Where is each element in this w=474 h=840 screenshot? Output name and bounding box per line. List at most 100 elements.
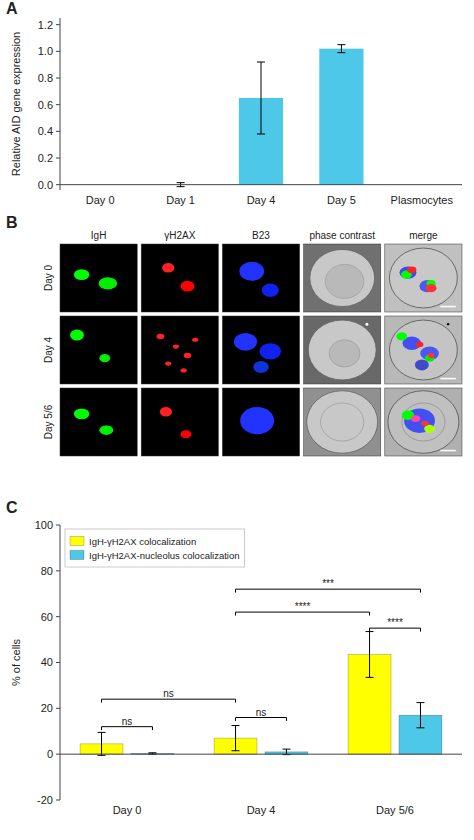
fluorescent-spot	[396, 332, 407, 340]
y-tick-label: 60	[41, 611, 53, 623]
y-tick	[56, 131, 60, 132]
y-tick-label: 0.6	[38, 99, 53, 111]
y-tick	[56, 662, 60, 663]
column-header: merge	[409, 230, 438, 241]
fluorescent-spot	[192, 338, 198, 342]
fluorescent-spot	[160, 407, 172, 417]
fluorescent-spot	[99, 425, 113, 435]
panel-grouped-bar-chart: -20020406080100% of cellsDay 0Day 4Day 5…	[10, 519, 462, 816]
x-tick-label: Day 5	[327, 194, 356, 206]
y-tick	[56, 51, 60, 52]
panel-label: C	[6, 499, 18, 516]
cell-outline	[321, 403, 364, 441]
y-tick-label: -20	[37, 794, 53, 806]
row-label: Day 4	[43, 337, 54, 364]
fluorescent-spot	[234, 333, 257, 351]
significance-label: ***	[322, 578, 334, 589]
fluorescent-spot	[259, 343, 281, 359]
x-tick-label: Day 0	[86, 194, 115, 206]
legend-swatch	[70, 537, 84, 546]
bracket	[102, 727, 153, 730]
fluorescent-spot	[240, 407, 274, 434]
micrograph-background	[222, 316, 299, 384]
significance-label: ****	[295, 601, 311, 612]
micrograph	[141, 388, 218, 456]
fluorescent-spot	[407, 266, 416, 273]
x-tick-label: Day 4	[247, 804, 276, 816]
y-tick	[56, 708, 60, 709]
micrograph	[304, 316, 381, 384]
annotations: nsnsns***********	[102, 578, 421, 730]
y-tick	[56, 184, 60, 185]
micrograph-background	[385, 244, 462, 312]
scale-bar	[440, 450, 455, 452]
micrograph-background	[141, 244, 218, 312]
y-axis: 0.00.20.40.60.81.01.2Relative AID gene e…	[10, 18, 60, 191]
significance-label: ns	[256, 707, 267, 718]
y-tick-label: 80	[41, 565, 53, 577]
panel-label: B	[6, 214, 18, 231]
micrograph-background	[60, 388, 137, 456]
fluorescent-spot	[162, 263, 174, 273]
cell-outline	[388, 391, 459, 454]
micrograph-background	[304, 316, 381, 384]
fluorescent-spot	[181, 430, 192, 438]
row-label: Day 5/6	[43, 404, 54, 439]
micrograph	[304, 244, 381, 312]
legend: IgH-γH2AX colocalizationIgH-γH2AX-nucleo…	[65, 529, 245, 567]
cell-outline	[325, 264, 364, 298]
fluorescent-spot	[70, 330, 84, 341]
micrograph	[222, 388, 299, 456]
y-tick-label: 20	[41, 702, 53, 714]
cell-outline	[310, 249, 375, 306]
y-tick-label: 40	[41, 656, 53, 668]
y-tick-label: 100	[35, 519, 53, 531]
fluorescent-spot	[421, 421, 429, 426]
scale-bar	[440, 378, 455, 380]
micrograph-background	[385, 316, 462, 384]
micrograph-background	[222, 244, 299, 312]
significance-label: ****	[387, 617, 403, 628]
micrograph	[60, 316, 137, 384]
x-axis-line	[60, 184, 462, 185]
cell-outline	[308, 320, 376, 380]
y-axis-line	[60, 18, 61, 190]
x-tick-label: Day 1	[166, 194, 195, 206]
micrograph	[304, 388, 381, 456]
error-bar	[98, 732, 106, 755]
micrograph	[385, 388, 462, 456]
fluorescent-spot	[428, 353, 434, 358]
fluorescent-spot	[74, 408, 89, 419]
bracket	[102, 699, 236, 702]
legend-label: IgH-γH2AX colocalization	[89, 536, 196, 547]
legend-swatch	[70, 551, 84, 560]
micrograph	[141, 316, 218, 384]
fluorescent-spot	[157, 334, 165, 339]
y-axis: -20020406080100% of cells	[10, 519, 60, 806]
micrograph-background	[141, 316, 218, 384]
y-tick	[56, 570, 60, 571]
y-tick	[56, 800, 60, 801]
y-tick	[56, 24, 60, 25]
fluorescent-spot	[262, 283, 279, 297]
marks	[80, 632, 442, 756]
bar	[319, 49, 363, 185]
y-axis-label: % of cells	[10, 638, 22, 686]
figure: 0.00.20.40.60.81.01.2Relative AID gene e…	[0, 0, 474, 840]
fluorescent-spot	[99, 277, 118, 289]
y-tick	[56, 158, 60, 159]
series	[80, 632, 391, 756]
row-label: Day 0	[43, 265, 54, 292]
bracket	[370, 628, 421, 631]
fluorescent-spot	[416, 342, 424, 347]
fluorescent-spot	[181, 368, 187, 372]
fluorescent-spot	[365, 323, 368, 326]
error-bar	[232, 726, 240, 751]
y-tick	[56, 104, 60, 105]
cell-outline	[389, 320, 457, 380]
micrograph	[385, 244, 462, 312]
y-tick-label: 0.2	[38, 152, 53, 164]
bracket	[236, 718, 287, 721]
fluorescent-spot	[415, 360, 429, 371]
fluorescent-spot	[173, 345, 179, 349]
